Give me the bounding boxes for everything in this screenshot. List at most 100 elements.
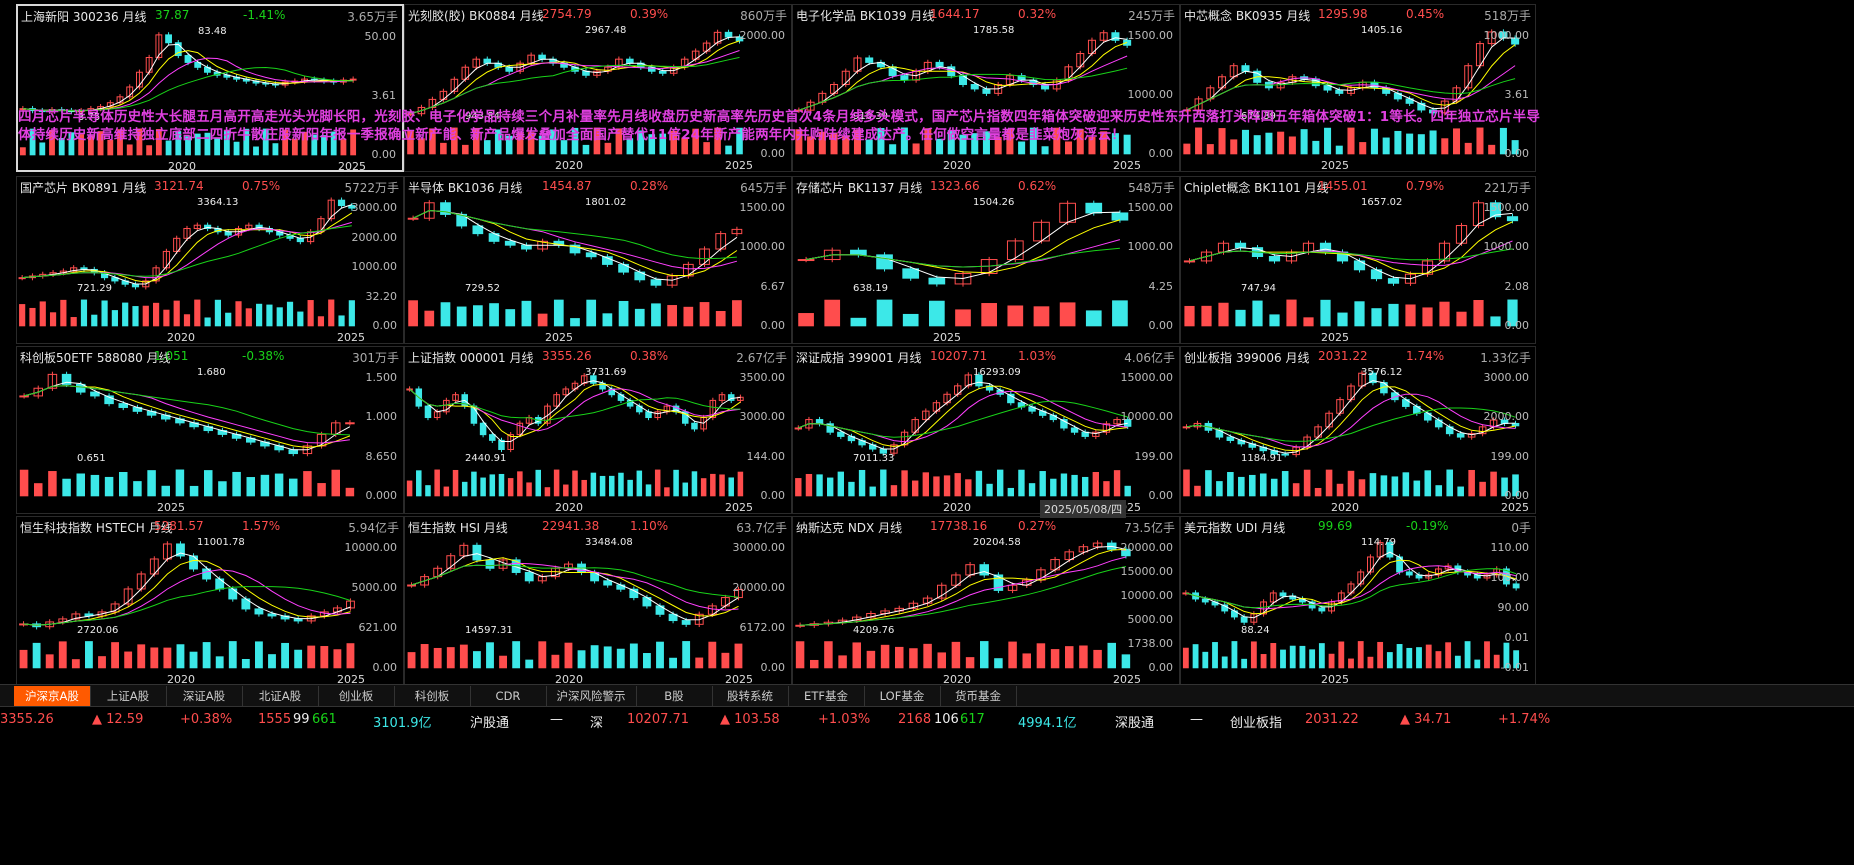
chart-panel[interactable]: 纳斯达克 NDX 月线 17738.16 0.27% 73.5亿手 20000.00 15…	[792, 516, 1180, 686]
x-axis-label: 2025	[337, 673, 365, 686]
panel-header: 深证成指 399001 月线 10207.71 1.03% 4.06亿手	[796, 349, 1175, 365]
price-chart[interactable]	[1181, 23, 1521, 157]
x-axis-label: 2025	[545, 331, 573, 344]
price-chart[interactable]	[793, 535, 1133, 671]
x-axis-label: 2020	[167, 673, 195, 686]
volume-bar	[286, 301, 294, 327]
x-axis-label: 2025	[933, 331, 961, 344]
price-chart[interactable]	[793, 195, 1133, 329]
price-chart[interactable]	[17, 365, 357, 499]
chart-panel[interactable]: 国产芯片 BK0891 月线 3121.74 0.75% 5722万手 3000.00 2…	[16, 176, 404, 344]
extreme-price-annotation: 3731.69	[585, 367, 627, 378]
chart-panel[interactable]: 上海新阳 300236 月线 37.87 -1.41% 3.65万手 50.00 3.61…	[16, 4, 404, 172]
candle	[900, 75, 909, 81]
volume-bar	[1382, 137, 1390, 155]
chart-panel[interactable]: 深证成指 399001 月线 10207.71 1.03% 4.06亿手 15000.0…	[792, 346, 1180, 514]
candle	[626, 58, 634, 64]
chart-panel[interactable]: 美元指数 UDI 月线 99.69 -0.19% 0手 110.00 100.00 90.0…	[1180, 516, 1536, 686]
hgt-label[interactable]: 沪股通	[470, 716, 510, 731]
price-chart[interactable]	[1181, 365, 1521, 499]
ma20-line	[411, 562, 739, 611]
chart-panel[interactable]: 上证指数 000001 月线 3355.26 0.38% 2.67亿手 3500.00 3…	[404, 346, 792, 514]
volume-bar	[456, 306, 467, 327]
volume-bar	[1103, 481, 1110, 497]
candle	[615, 58, 623, 68]
volume-bar	[1386, 652, 1393, 669]
market-tab[interactable]: 创业板	[318, 686, 395, 706]
chart-panel[interactable]: 中芯概念 BK0935 月线 1295.98 0.45% 518万手 1000.00 3.…	[1180, 4, 1536, 172]
volume-bar	[866, 650, 876, 669]
volume-bar	[582, 144, 590, 155]
volume-bar	[645, 484, 652, 497]
volume-bar	[459, 644, 468, 669]
market-tab[interactable]: 沪深风险警示	[546, 686, 637, 706]
market-tab[interactable]: CDR	[470, 686, 547, 706]
price-chart[interactable]	[405, 195, 745, 329]
price-chart[interactable]	[1181, 195, 1521, 329]
candle	[718, 394, 726, 401]
x-axis-label: 2020	[167, 331, 195, 344]
volume-bar	[473, 651, 481, 669]
extreme-price-annotation: 1184.91	[1241, 453, 1283, 464]
candle	[193, 224, 201, 229]
market-tab[interactable]: 深证A股	[166, 686, 243, 706]
volume: 73.5亿手	[1124, 521, 1175, 535]
candle	[337, 199, 346, 207]
volume-bar	[1250, 641, 1257, 669]
volume-bar	[980, 641, 989, 669]
price-chart[interactable]	[1181, 535, 1521, 671]
market-tab[interactable]: 沪深京A股	[14, 686, 91, 706]
extreme-price-annotation: 721.29	[77, 283, 112, 294]
sgt-label[interactable]: 深股通	[1115, 716, 1155, 731]
chart-panel[interactable]: 恒生指数 HSI 月线 22941.38 1.10% 63.7亿手 30000.00 20…	[404, 516, 792, 686]
candle	[1318, 607, 1326, 612]
price-chart[interactable]	[405, 535, 745, 671]
candle	[1386, 542, 1394, 558]
volume-bar	[581, 479, 587, 497]
chart-panel[interactable]: Chiplet概念 BK1101 月线 1455.01 0.79% 221万手 1500…	[1180, 176, 1536, 344]
market-tab[interactable]: 股转系统	[712, 686, 789, 706]
price-chart[interactable]	[405, 23, 745, 157]
extreme-price-annotation: 638.19	[853, 283, 888, 294]
volume-bar	[537, 313, 548, 327]
candle	[90, 391, 100, 397]
volume-bar	[853, 129, 861, 155]
chart-panel[interactable]: 创业板指 399006 月线 2031.22 1.74% 1.33亿手 3000.00 2…	[1180, 346, 1536, 514]
candle	[1506, 216, 1519, 222]
market-tab[interactable]: 上证A股	[90, 686, 167, 706]
volume-bar	[670, 130, 677, 155]
price-chart[interactable]	[18, 24, 358, 158]
volume-bar	[260, 474, 270, 497]
y-axis-label: 0.00	[760, 147, 786, 160]
price-chart[interactable]	[17, 535, 357, 671]
market-tab[interactable]: ETF基金	[788, 686, 865, 706]
candle	[194, 61, 202, 68]
chart-panel[interactable]: 光刻胶(胶) BK0884 月线 2754.79 0.39% 860万手 2000.00…	[404, 4, 792, 172]
price-chart[interactable]	[793, 365, 1133, 499]
instrument-name: 中芯概念 BK0935 月线	[1184, 9, 1311, 23]
chart-panel[interactable]: 科创板50ETF 588080 月线 1.051 -0.38% 301万手 1.500 1…	[16, 346, 404, 514]
price-chart[interactable]	[17, 195, 357, 329]
volume-bar	[1183, 469, 1190, 497]
market-tab[interactable]: 北证A股	[242, 686, 319, 706]
volume-bar	[1230, 139, 1238, 155]
price-chart[interactable]	[793, 23, 1133, 157]
volume-bar	[971, 133, 979, 155]
volume-bar	[328, 299, 335, 327]
ma60-line	[23, 385, 350, 436]
sz-up-count: 2168	[898, 712, 932, 727]
market-tab[interactable]: 货币基金	[940, 686, 1017, 706]
chart-panel[interactable]: 电子化学品 BK1039 月线 1644.17 0.32% 245万手 1500.00 1…	[792, 4, 1180, 172]
market-tab[interactable]: LOF基金	[864, 686, 941, 706]
candle	[727, 394, 735, 401]
market-tab[interactable]: 科创板	[394, 686, 471, 706]
chart-panel[interactable]: 恒生科技指数 HSTECH 月线 5281.57 1.57% 5.94亿手 10000.…	[16, 516, 404, 686]
volume-bar	[1425, 644, 1432, 669]
volume-bar	[1050, 478, 1057, 497]
last-price: 5281.57	[154, 519, 204, 533]
candle	[1064, 551, 1074, 561]
chart-panel[interactable]: 存储芯片 BK1137 月线 1323.66 0.62% 548万手 1500.00 10…	[792, 176, 1180, 344]
market-tab[interactable]: B股	[636, 686, 713, 706]
chart-panel[interactable]: 半导体 BK1036 月线 1454.87 0.28% 645万手 1500.00 100…	[404, 176, 792, 344]
price-chart[interactable]	[405, 365, 745, 499]
